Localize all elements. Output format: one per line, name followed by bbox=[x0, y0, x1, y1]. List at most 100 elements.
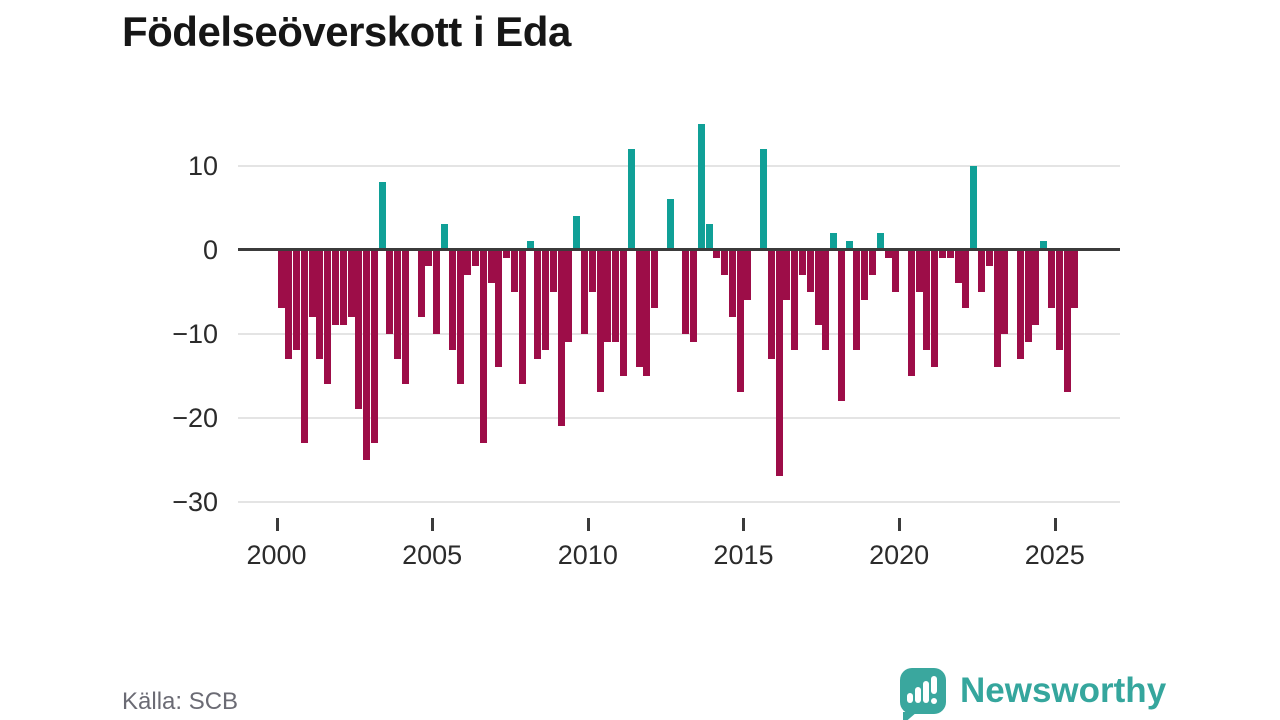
bar-2011-Q2[interactable] bbox=[627, 148, 635, 250]
bar-2016-Q2[interactable] bbox=[783, 249, 791, 300]
bar-2010-Q4[interactable] bbox=[612, 249, 620, 342]
gridline-y--20 bbox=[238, 416, 1120, 419]
bar-2013-Q4[interactable] bbox=[705, 224, 713, 250]
bar-2022-Q4[interactable] bbox=[985, 249, 993, 267]
bar-2003-Q4[interactable] bbox=[394, 249, 402, 359]
bar-2014-Q1[interactable] bbox=[713, 249, 721, 258]
x-axis-tick-2010 bbox=[586, 518, 590, 531]
bar-2006-Q1[interactable] bbox=[464, 249, 472, 275]
bar-2018-Q2[interactable] bbox=[845, 241, 853, 250]
bar-2020-Q2[interactable] bbox=[907, 249, 915, 376]
bar-2009-Q2[interactable] bbox=[565, 249, 573, 342]
bar-2025-Q3[interactable] bbox=[1071, 249, 1079, 309]
bar-2015-Q3[interactable] bbox=[760, 148, 768, 250]
bar-2001-Q3[interactable] bbox=[324, 249, 332, 384]
bar-2000-Q4[interactable] bbox=[300, 249, 308, 443]
bar-2025-Q2[interactable] bbox=[1063, 249, 1071, 393]
bar-2016-Q3[interactable] bbox=[791, 249, 799, 351]
bar-2005-Q3[interactable] bbox=[448, 249, 456, 351]
bar-2002-Q1[interactable] bbox=[339, 249, 347, 326]
bar-2009-Q1[interactable] bbox=[557, 249, 565, 426]
bar-2004-Q3[interactable] bbox=[417, 249, 425, 317]
bar-2019-Q4[interactable] bbox=[892, 249, 900, 292]
bar-2011-Q3[interactable] bbox=[635, 249, 643, 368]
bar-2007-Q2[interactable] bbox=[503, 249, 511, 258]
bar-2015-Q1[interactable] bbox=[744, 249, 752, 300]
bar-2010-Q2[interactable] bbox=[596, 249, 604, 393]
bar-2025-Q1[interactable] bbox=[1055, 249, 1063, 351]
bar-2022-Q2[interactable] bbox=[970, 165, 978, 250]
bar-2020-Q4[interactable] bbox=[923, 249, 931, 351]
bar-2000-Q2[interactable] bbox=[285, 249, 293, 359]
bar-2016-Q4[interactable] bbox=[798, 249, 806, 275]
bar-2005-Q2[interactable] bbox=[440, 224, 448, 250]
bar-2001-Q2[interactable] bbox=[316, 249, 324, 359]
bar-2007-Q4[interactable] bbox=[518, 249, 526, 384]
bar-2010-Q1[interactable] bbox=[588, 249, 596, 292]
bar-2024-Q3[interactable] bbox=[1040, 241, 1048, 250]
bar-2013-Q1[interactable] bbox=[682, 249, 690, 334]
bar-2024-Q1[interactable] bbox=[1024, 249, 1032, 342]
bar-2003-Q2[interactable] bbox=[378, 182, 386, 250]
x-axis-label-2015: 2015 bbox=[713, 540, 774, 570]
bar-2012-Q3[interactable] bbox=[666, 199, 674, 250]
bar-2003-Q1[interactable] bbox=[370, 249, 378, 443]
bar-2002-Q4[interactable] bbox=[363, 249, 371, 460]
bar-2000-Q3[interactable] bbox=[293, 249, 301, 351]
bar-2024-Q2[interactable] bbox=[1032, 249, 1040, 326]
bar-2020-Q3[interactable] bbox=[915, 249, 923, 292]
bar-2018-Q4[interactable] bbox=[861, 249, 869, 300]
bar-2009-Q4[interactable] bbox=[581, 249, 589, 334]
bar-2010-Q3[interactable] bbox=[604, 249, 612, 342]
bar-2008-Q4[interactable] bbox=[549, 249, 557, 292]
bar-2021-Q4[interactable] bbox=[954, 249, 962, 284]
bar-2023-Q1[interactable] bbox=[993, 249, 1001, 368]
bar-2002-Q2[interactable] bbox=[347, 249, 355, 317]
bar-2021-Q3[interactable] bbox=[946, 249, 954, 258]
bar-2014-Q2[interactable] bbox=[721, 249, 729, 275]
bar-2019-Q1[interactable] bbox=[869, 249, 876, 275]
bar-2018-Q3[interactable] bbox=[853, 249, 861, 351]
bar-2001-Q4[interactable] bbox=[331, 249, 339, 326]
bar-2015-Q4[interactable] bbox=[767, 249, 775, 359]
bar-2012-Q1[interactable] bbox=[651, 249, 659, 309]
bar-2023-Q2[interactable] bbox=[1001, 249, 1009, 334]
bar-2000-Q1[interactable] bbox=[277, 249, 285, 309]
bar-2004-Q4[interactable] bbox=[425, 249, 433, 267]
bar-2011-Q4[interactable] bbox=[643, 249, 651, 376]
bar-2006-Q4[interactable] bbox=[487, 249, 495, 284]
bar-2001-Q1[interactable] bbox=[308, 249, 316, 317]
bar-2017-Q1[interactable] bbox=[806, 249, 814, 292]
bar-2005-Q4[interactable] bbox=[456, 249, 464, 384]
bar-2024-Q4[interactable] bbox=[1048, 249, 1056, 309]
bar-2017-Q4[interactable] bbox=[830, 232, 838, 250]
bar-2002-Q3[interactable] bbox=[355, 249, 363, 410]
bar-2013-Q3[interactable] bbox=[697, 123, 705, 250]
bar-2004-Q1[interactable] bbox=[402, 249, 410, 384]
bar-2017-Q2[interactable] bbox=[814, 249, 822, 326]
bar-2014-Q3[interactable] bbox=[728, 249, 736, 317]
bar-2008-Q1[interactable] bbox=[526, 241, 534, 250]
bar-2016-Q1[interactable] bbox=[775, 249, 783, 477]
bar-2018-Q1[interactable] bbox=[837, 249, 845, 401]
bar-2003-Q3[interactable] bbox=[386, 249, 394, 334]
bar-2013-Q2[interactable] bbox=[689, 249, 697, 342]
bar-2009-Q3[interactable] bbox=[573, 215, 581, 250]
bar-2019-Q3[interactable] bbox=[884, 249, 892, 258]
bar-2022-Q3[interactable] bbox=[977, 249, 985, 292]
bar-2023-Q4[interactable] bbox=[1016, 249, 1024, 359]
bar-2006-Q2[interactable] bbox=[472, 249, 480, 267]
bar-2007-Q3[interactable] bbox=[510, 249, 518, 292]
bar-2021-Q2[interactable] bbox=[939, 249, 947, 258]
bar-2008-Q3[interactable] bbox=[542, 249, 550, 351]
bar-2006-Q3[interactable] bbox=[479, 249, 487, 443]
bar-2008-Q2[interactable] bbox=[534, 249, 542, 359]
bar-2014-Q4[interactable] bbox=[736, 249, 744, 393]
bar-2017-Q3[interactable] bbox=[822, 249, 830, 351]
bar-2021-Q1[interactable] bbox=[931, 249, 939, 368]
bar-2005-Q1[interactable] bbox=[433, 249, 441, 334]
bar-2007-Q1[interactable] bbox=[495, 249, 503, 368]
bar-2011-Q1[interactable] bbox=[619, 249, 627, 376]
bar-2019-Q2[interactable] bbox=[876, 232, 884, 250]
bar-2022-Q1[interactable] bbox=[962, 249, 970, 309]
